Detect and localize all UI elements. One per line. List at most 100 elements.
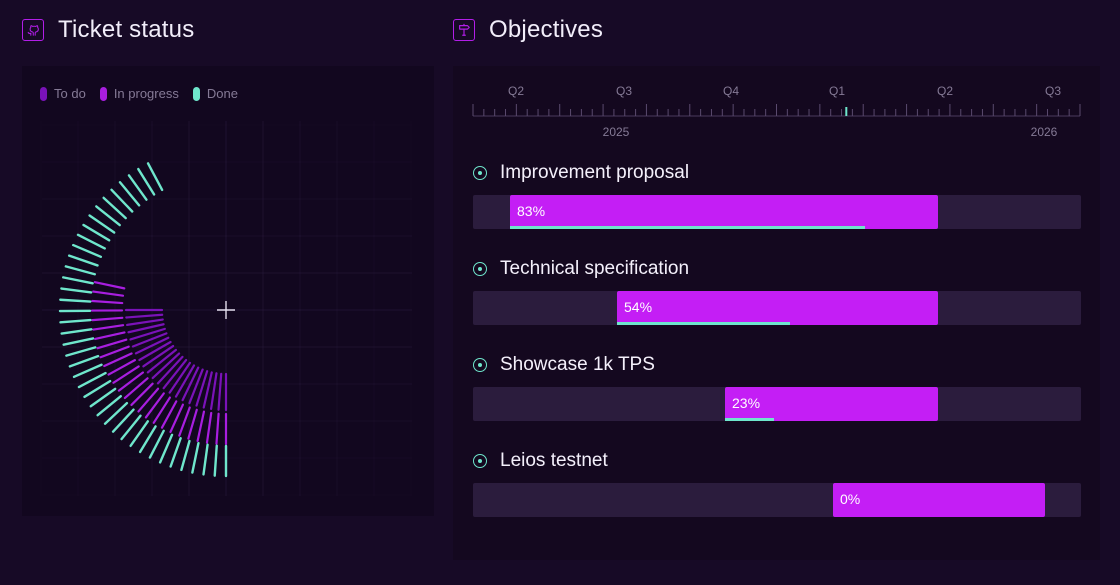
ticket-tick (169, 403, 185, 434)
ticket-tick (144, 392, 165, 419)
legend-item-in-progress: In progress (99, 86, 179, 101)
ticket-tick (59, 318, 92, 324)
objective-bar[interactable]: 23% (725, 387, 938, 421)
signpost-icon (453, 19, 475, 41)
ticket-tick (72, 243, 103, 259)
ticket-tick (158, 433, 174, 464)
timeline-quarter-label: Q3 (1045, 84, 1061, 98)
objective-improvement-proposal[interactable]: Improvement proposal 83% (473, 161, 1081, 229)
objectives-timeline: Q2 Q3 Q4 Q1 Q2 Q3 2025 2026 (472, 84, 1081, 139)
ticket-tick (209, 372, 218, 410)
ticket-tick (217, 372, 223, 411)
target-icon (473, 166, 487, 180)
ring-todo (124, 308, 228, 412)
legend-item-todo: To do (40, 86, 86, 101)
ticket-tick (202, 443, 209, 476)
ticket-tick (215, 412, 220, 445)
ticket-tick (191, 441, 200, 474)
ticket-tick (127, 323, 165, 334)
ticket-tick (142, 344, 175, 368)
ticket-tick (96, 395, 123, 417)
timeline-quarter-label: Q4 (723, 84, 739, 98)
ticket-tick (125, 313, 164, 319)
objectives-panel: Q2 Q3 Q4 Q1 Q2 Q3 2025 2026 Improvement proposa… (453, 66, 1100, 560)
ring-in-progress (90, 281, 228, 446)
ticket-tick (151, 352, 181, 380)
objective-name: Technical specification (500, 258, 690, 279)
ticket-tick (77, 371, 107, 389)
ticket-legend: To do In progress Done (40, 86, 252, 101)
ticket-tick (60, 328, 93, 335)
ticket-tick (137, 387, 160, 413)
ticket-tick (160, 400, 178, 429)
ticket-tick (148, 429, 165, 459)
objective-name: Showcase 1k TPS (500, 354, 655, 375)
ticket-tick (102, 196, 127, 220)
github-icon (22, 19, 44, 41)
objective-percent: 23% (732, 395, 761, 411)
objective-percent: 54% (624, 299, 653, 315)
objective-technical-specification[interactable]: Technical specification 54% (473, 257, 1081, 325)
ticket-tick (118, 181, 141, 207)
objective-track: 54% (473, 291, 1081, 325)
objective-bar[interactable]: 0% (833, 483, 1045, 517)
ticket-tick (92, 324, 125, 331)
ticket-tick (213, 444, 218, 477)
ticket-tick (127, 174, 148, 201)
ticket-tick (188, 368, 204, 405)
legend-label-in-progress: In progress (113, 86, 179, 101)
ticket-tick (72, 363, 103, 379)
ticket-tick (96, 338, 128, 350)
ticket-tick (68, 354, 100, 368)
objective-showcase-1k-tps[interactable]: Showcase 1k TPS 23% (473, 353, 1081, 421)
ticket-tick (134, 336, 170, 355)
target-icon (473, 358, 487, 372)
objective-bar[interactable]: 54% (617, 291, 938, 325)
objective-progress-line (725, 418, 774, 421)
ticket-tick (91, 316, 124, 322)
ticket-tick (111, 408, 135, 433)
timeline-quarter-label: Q3 (616, 84, 632, 98)
objective-bar[interactable]: 83% (510, 195, 938, 229)
timeline-quarter-label: Q1 (829, 84, 845, 98)
objective-progress-line (617, 322, 791, 325)
target-icon (473, 454, 487, 468)
ticket-tick (146, 162, 164, 192)
ticket-tick (181, 366, 200, 402)
ticket-tick (76, 233, 106, 250)
ticket-status-title: Ticket status (58, 16, 195, 43)
ticket-tick (129, 327, 166, 341)
legend-item-done: Done (192, 86, 238, 101)
ticket-tick (187, 408, 198, 440)
legend-swatch-in-progress (99, 86, 107, 101)
ticket-tick (169, 437, 182, 468)
ticket-status-header: Ticket status (22, 16, 194, 44)
legend-label-done: Done (206, 86, 238, 101)
ticket-tick (91, 299, 124, 305)
objective-percent: 83% (517, 203, 546, 219)
legend-swatch-done (192, 86, 200, 101)
ticket-tick (126, 318, 164, 327)
ticket-tick (64, 265, 96, 276)
ticket-tick (93, 281, 126, 290)
ticket-tick (92, 290, 125, 297)
objective-track: 0% (473, 483, 1081, 517)
objective-leios-testnet[interactable]: Leios testnet 0% (473, 449, 1081, 517)
legend-swatch-todo (40, 86, 47, 101)
ticket-tick (131, 332, 168, 348)
ticket-tick (103, 352, 133, 368)
ticket-tick (156, 355, 184, 385)
ticket-tick (129, 420, 150, 448)
ticket-tick (138, 425, 157, 454)
ring-done (58, 162, 228, 478)
ticket-tick (67, 254, 99, 267)
ticket-tick (138, 340, 172, 362)
ticket-tick (88, 214, 116, 234)
ticket-tick (59, 298, 92, 303)
ticket-tick (82, 223, 111, 242)
ticket-tick (162, 358, 188, 390)
ticket-tick (83, 379, 112, 399)
objective-progress-line (510, 226, 866, 229)
objective-track: 23% (473, 387, 1081, 421)
ticket-tick (62, 337, 95, 346)
